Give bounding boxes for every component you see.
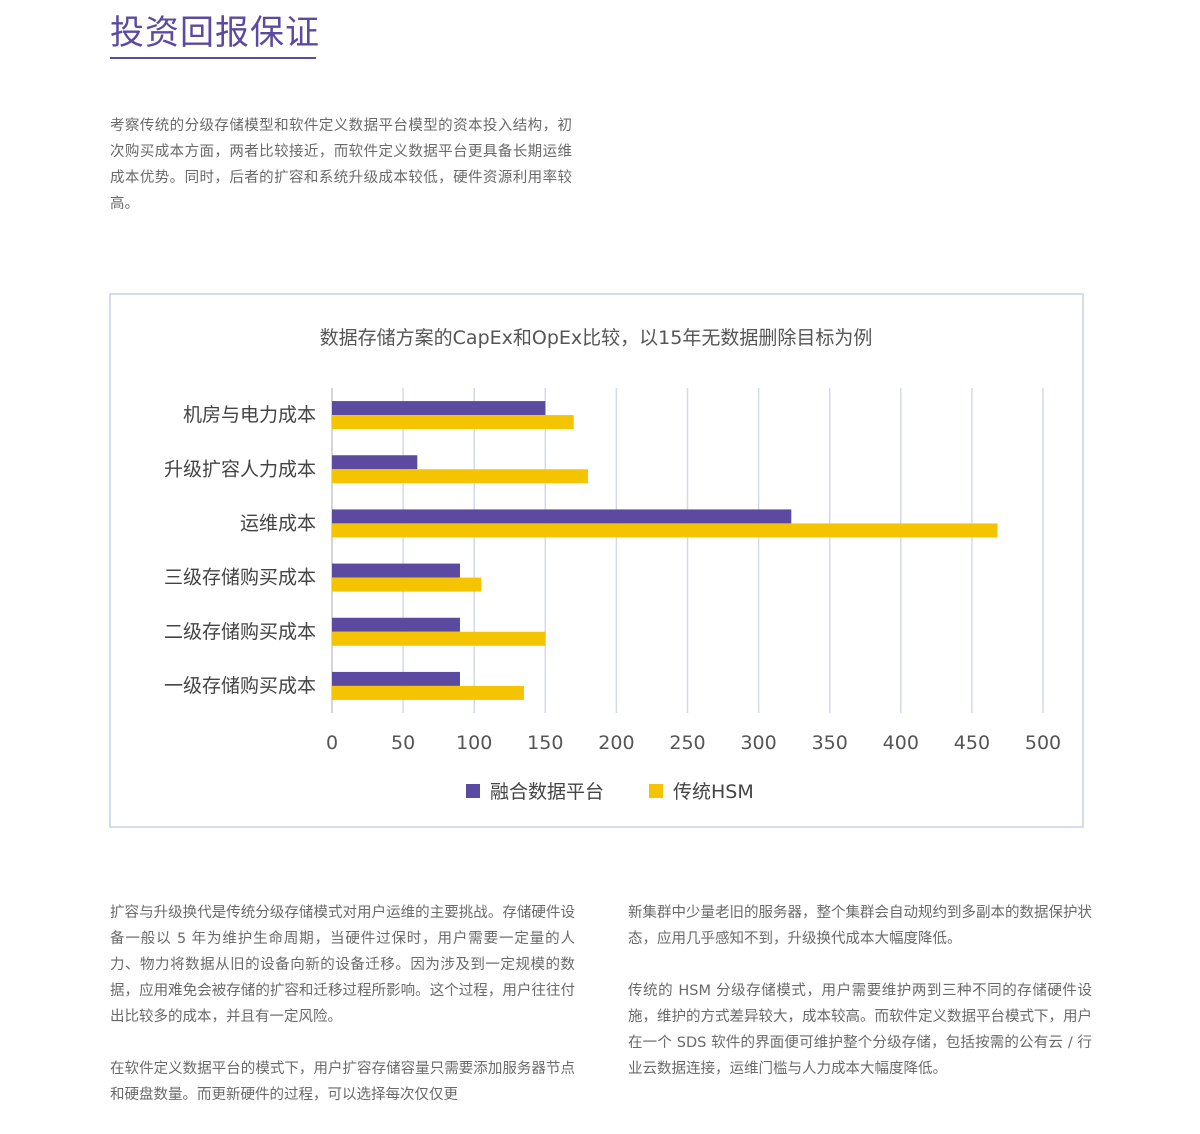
bar [332, 415, 574, 430]
bar [332, 617, 460, 632]
body-paragraph: 传统的 HSM 分级存储模式，用户需要维护两到三种不同的存储硬件设施，维护的方式… [628, 983, 1092, 1077]
x-tick-label: 500 [1025, 732, 1061, 754]
body-column-left: 扩容与升级换代是传统分级存储模式对用户运维的主要挑战。存储硬件设备一般以 5 年… [110, 900, 575, 1134]
bar [332, 455, 418, 470]
x-tick-label: 250 [669, 732, 705, 754]
page-title: 投资回报保证 [110, 13, 320, 53]
body-column-right: 新集群中少量老旧的服务器，整个集群会自动规约到多副本的数据保护状态，应用几乎感知… [628, 900, 1092, 1108]
x-tick-label: 200 [598, 732, 634, 754]
y-category-label: 机房与电力成本 [183, 404, 316, 426]
legend-label: 融合数据平台 [490, 781, 604, 803]
legend-label: 传统HSM [673, 781, 754, 803]
legend-swatch [649, 784, 663, 798]
bar [332, 563, 460, 578]
bar [332, 577, 482, 592]
y-category-label: 一级存储购买成本 [164, 675, 316, 697]
bar [332, 685, 524, 700]
bar [332, 671, 460, 686]
legend-swatch [466, 784, 480, 798]
bar [332, 469, 588, 484]
y-category-label: 二级存储购买成本 [164, 621, 316, 643]
y-category-label: 升级扩容人力成本 [164, 458, 316, 480]
y-category-label: 运维成本 [240, 512, 316, 534]
body-paragraph: 扩容与升级换代是传统分级存储模式对用户运维的主要挑战。存储硬件设备一般以 5 年… [110, 905, 575, 1025]
x-tick-label: 0 [326, 732, 338, 754]
intro-paragraph: 考察传统的分级存储模型和软件定义数据平台模型的资本投入结构，初次购买成本方面，两… [110, 118, 572, 212]
x-tick-label: 100 [456, 732, 492, 754]
bar [332, 509, 792, 524]
chart-title: 数据存储方案的CapEx和OpEx比较，以15年无数据删除目标为例 [320, 327, 873, 349]
bar [332, 523, 998, 538]
body-paragraph: 在软件定义数据平台的模式下，用户扩容存储容量只需要添加服务器节点和硬盘数量。而更… [110, 1061, 575, 1103]
bar [332, 631, 546, 646]
x-tick-label: 150 [527, 732, 563, 754]
title-underline [110, 57, 316, 59]
chart-frame: 数据存储方案的CapEx和OpEx比较，以15年无数据删除目标为例 0 50 100 1… [109, 293, 1084, 828]
x-tick-label: 400 [883, 732, 919, 754]
x-tick-label: 350 [812, 732, 848, 754]
bar-chart: 数据存储方案的CapEx和OpEx比较，以15年无数据删除目标为例 0 50 100 1… [164, 327, 1061, 803]
body-paragraph: 新集群中少量老旧的服务器，整个集群会自动规约到多副本的数据保护状态，应用几乎感知… [628, 905, 1092, 947]
x-tick-label: 300 [740, 732, 776, 754]
x-tick-label: 450 [954, 732, 990, 754]
x-tick-label: 50 [391, 732, 415, 754]
y-category-label: 三级存储购买成本 [164, 567, 316, 589]
bar [332, 401, 546, 416]
